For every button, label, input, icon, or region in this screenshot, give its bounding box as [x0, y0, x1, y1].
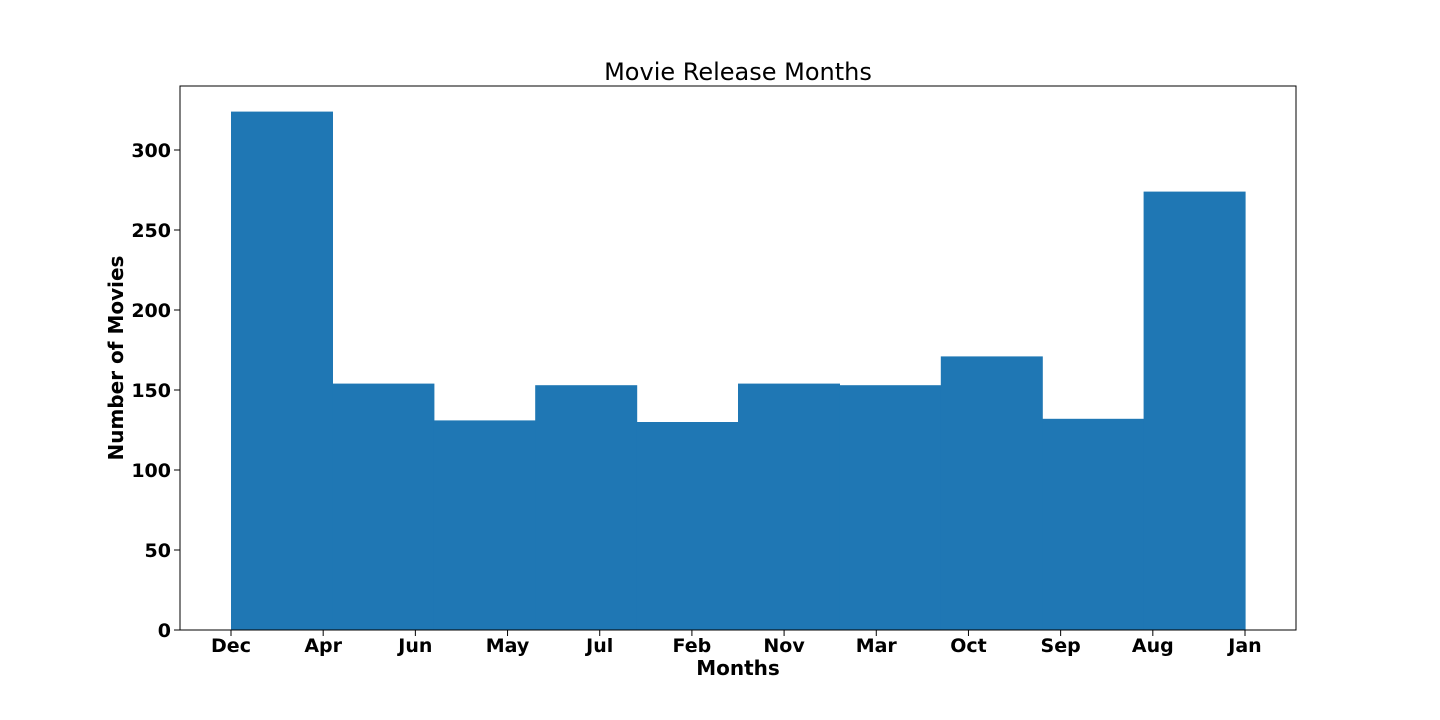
chart-title: Movie Release Months — [604, 58, 872, 86]
x-tick-label: Oct — [950, 635, 987, 657]
y-tick-label: 100 — [131, 460, 171, 482]
bar — [1143, 191, 1246, 630]
x-tick-label: Sep — [1041, 635, 1081, 657]
y-tick-label: 300 — [131, 140, 171, 162]
bar — [231, 111, 333, 631]
y-axis: 0 50 100 150 200 250 300 — [131, 140, 180, 642]
bar — [1042, 418, 1145, 630]
bar — [636, 422, 739, 630]
y-tick-label: 50 — [145, 540, 171, 562]
bar — [433, 420, 536, 630]
x-tick-label: Mar — [856, 635, 898, 657]
bars-group — [231, 111, 1246, 631]
x-tick-label: Feb — [673, 635, 712, 657]
y-tick-label: 0 — [158, 620, 171, 642]
bar — [839, 385, 942, 630]
x-tick-label: Jun — [396, 635, 432, 657]
y-tick-label: 200 — [131, 300, 171, 322]
plot-frame — [179, 85, 1297, 631]
x-tick-label: Jul — [584, 635, 613, 657]
y-axis-label: Number of Movies — [104, 256, 128, 461]
y-tick-label: 250 — [131, 220, 171, 242]
x-tick-label: Aug — [1132, 635, 1174, 657]
bar — [535, 385, 638, 630]
x-tick-label: May — [486, 635, 530, 657]
bar — [738, 383, 840, 630]
x-axis-label: Months — [696, 656, 780, 680]
x-tick-label: Apr — [304, 635, 342, 657]
x-tick-label: Nov — [763, 635, 805, 657]
y-tick-label: 150 — [131, 380, 171, 402]
x-axis: Dec Apr Jun May Jul Feb Nov Mar Oct Sep Aug Jan — [211, 630, 1262, 657]
x-tick-label: Jan — [1226, 635, 1261, 657]
bar — [332, 383, 435, 630]
x-tick-label: Dec — [211, 635, 251, 657]
bar — [940, 356, 1043, 630]
